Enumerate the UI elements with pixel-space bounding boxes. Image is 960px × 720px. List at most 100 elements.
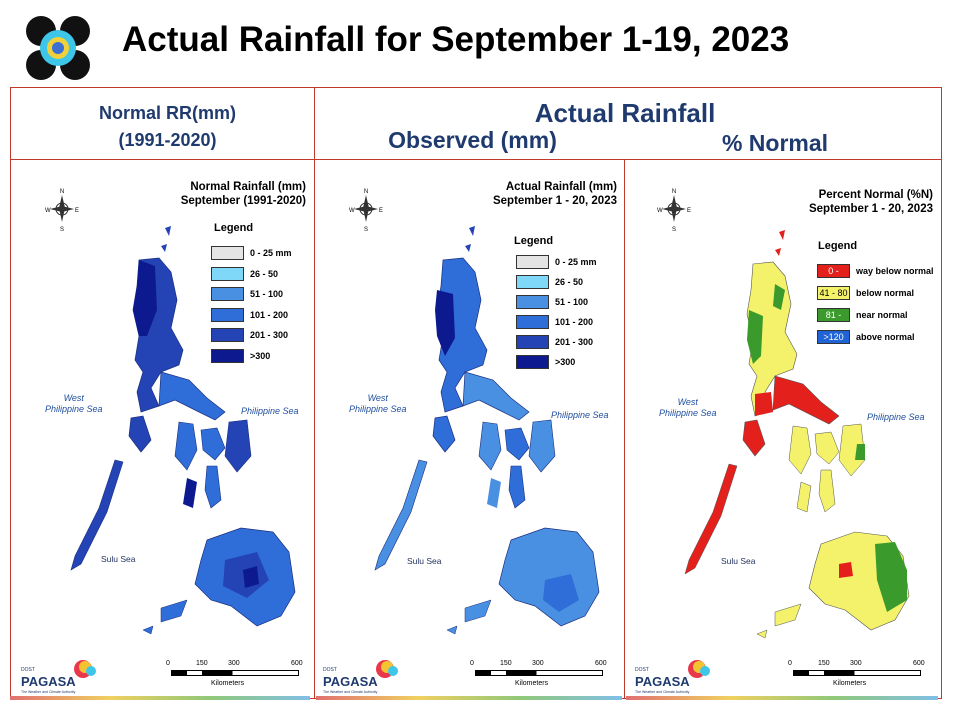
map-title-2: Actual Rainfall (mm) September 1 - 20, 20… [492, 181, 617, 207]
svg-text:PAGASA: PAGASA [21, 674, 76, 689]
svg-text:PAGASA: PAGASA [323, 674, 378, 689]
page-title: Actual Rainfall for September 1-19, 2023 [122, 20, 790, 59]
legend-swatch [211, 348, 244, 363]
legend-item: 26 - 50 [211, 266, 279, 281]
svg-text:W: W [349, 208, 355, 214]
legend-swatch [516, 355, 549, 369]
legend-item: 41 - 80 below normal [817, 286, 914, 300]
scale-bar: 0 150 300 600 Kilometers [788, 660, 925, 687]
philippines-normal-rainfall-map [70, 226, 296, 635]
legend-swatch [516, 315, 549, 329]
sea-label-west: West Philippine Sea [659, 397, 717, 418]
legend-title: Legend [214, 222, 254, 234]
percent-normal-header: % Normal [721, 130, 829, 156]
svg-text:W: W [657, 208, 663, 214]
legend-label: 201 - 300 [555, 337, 594, 347]
svg-text:The Weather and Climate Author: The Weather and Climate Authority [21, 690, 76, 694]
legend-swatch [211, 266, 244, 281]
legend-label: 0 - 25 mm [250, 248, 292, 258]
legend-item: 101 - 200 [211, 307, 289, 322]
divider-vertical-1 [314, 87, 315, 699]
svg-text:S: S [364, 227, 368, 232]
observed-header: Observed (mm) [388, 127, 557, 153]
normal-header-line1: Normal RR(mm) [98, 103, 236, 123]
svg-text:PAGASA: PAGASA [635, 674, 690, 689]
sea-label-east: Philippine Sea [867, 412, 925, 422]
legend-item: 201 - 300 [516, 335, 593, 349]
legend-label: near normal [856, 310, 908, 320]
legend-item: 0 - 40% way below normal [817, 264, 934, 288]
legend-swatch: 41 - 80 [817, 286, 850, 300]
legend-label: 51 - 100 [555, 297, 589, 307]
sea-label-west: West Philippine Sea [349, 393, 407, 414]
svg-text:The Weather and Climate Author: The Weather and Climate Authority [323, 690, 378, 694]
svg-text:DOST: DOST [635, 667, 649, 673]
legend-item: 201 - 300 [211, 328, 288, 342]
sea-label-sulu: Sulu Sea [407, 556, 442, 566]
svg-text:N: N [364, 189, 368, 195]
legend-label: 101 - 200 [250, 309, 289, 320]
compass-s: S [60, 227, 64, 232]
legend-swatch [211, 307, 244, 322]
legend-label: below normal [856, 288, 915, 298]
sea-label-east: Philippine Sea [551, 410, 609, 420]
svg-text:E: E [379, 208, 383, 214]
legend-item: 26 - 50 [516, 275, 583, 289]
compass-n: N [60, 189, 64, 195]
compass-rose-icon: N S W E [657, 189, 691, 232]
legend-swatch [211, 328, 244, 342]
legend-item: >300 [516, 355, 575, 369]
actual-rainfall-header: Actual Rainfall [534, 98, 716, 128]
legend-label: 26 - 50 [555, 277, 584, 287]
pagasa-logo-icon: DOST PAGASA The Weather and Climate Auth… [635, 660, 710, 694]
sea-label-sulu: Sulu Sea [101, 554, 136, 564]
svg-text:DOST: DOST [323, 667, 337, 673]
scale-bar: 0 150 300 600 Kilometers [470, 660, 607, 687]
legend-title: Legend [818, 240, 858, 252]
footer-stripe-1 [10, 696, 310, 700]
legend-label: way below normal [856, 266, 934, 276]
legend-swatch [516, 275, 549, 289]
philippines-percent-normal-map [684, 230, 910, 639]
legend-item: 101 - 200 [516, 315, 593, 329]
legend-label: >300 [250, 350, 271, 361]
legend-item: 0 - 25 mm [516, 255, 597, 269]
divider-vertical-2 [624, 160, 625, 699]
compass-w: W [45, 208, 51, 214]
legend-label: 51 - 100 [250, 289, 284, 299]
normal-rainfall-panel: N S W E Normal Rainfall (mm) September (1… [11, 160, 314, 698]
compass-rose-icon: N S W E [45, 189, 79, 232]
legend-item: 81 - 120 near normal [817, 308, 908, 332]
legend-swatch: >120 [817, 330, 850, 344]
legend-swatch: 81 - 120 [817, 308, 850, 332]
legend-item: 51 - 100 [516, 295, 588, 309]
philippines-observed-rainfall-map [374, 226, 600, 635]
svg-text:N: N [672, 189, 676, 195]
agency-logo-icon [26, 16, 90, 80]
legend-swatch [211, 287, 244, 301]
legend-swatch: 0 - 40% [817, 264, 850, 288]
sea-label-east: Philippine Sea [241, 406, 299, 416]
legend-swatch [211, 246, 244, 260]
legend-label: 0 - 25 mm [555, 257, 597, 267]
legend-label: above normal [856, 332, 915, 342]
legend-item: >300 [211, 348, 271, 363]
map-title-3: Percent Normal (%N) September 1 - 20, 202… [808, 189, 933, 215]
sea-label-west: West Philippine Sea [45, 393, 103, 414]
pagasa-logo-icon: DOST PAGASA The Weather and Climate Auth… [323, 660, 398, 694]
legend-label: 26 - 50 [250, 268, 279, 279]
svg-text:DOST: DOST [21, 667, 35, 673]
legend-label: 101 - 200 [555, 317, 594, 327]
scale-bar: 0 150 300 600 Kilometers [166, 660, 303, 687]
compass-e: E [75, 208, 79, 214]
legend-item: >120 above normal [817, 330, 915, 344]
footer-stripe-2 [316, 696, 622, 700]
legend-title: Legend [514, 235, 554, 247]
observed-rainfall-panel: N S W E Actual Rainfall (mm) September 1 … [315, 160, 624, 698]
legend-swatch [516, 295, 549, 309]
map-title-1: Normal Rainfall (mm) September (1991-2020… [180, 181, 306, 207]
svg-text:The Weather and Climate Author: The Weather and Climate Authority [635, 690, 690, 694]
legend-label: 201 - 300 [250, 330, 289, 340]
legend-swatch [516, 335, 549, 349]
percent-normal-panel: N S W E Percent Normal (%N) September 1 -… [625, 160, 941, 698]
